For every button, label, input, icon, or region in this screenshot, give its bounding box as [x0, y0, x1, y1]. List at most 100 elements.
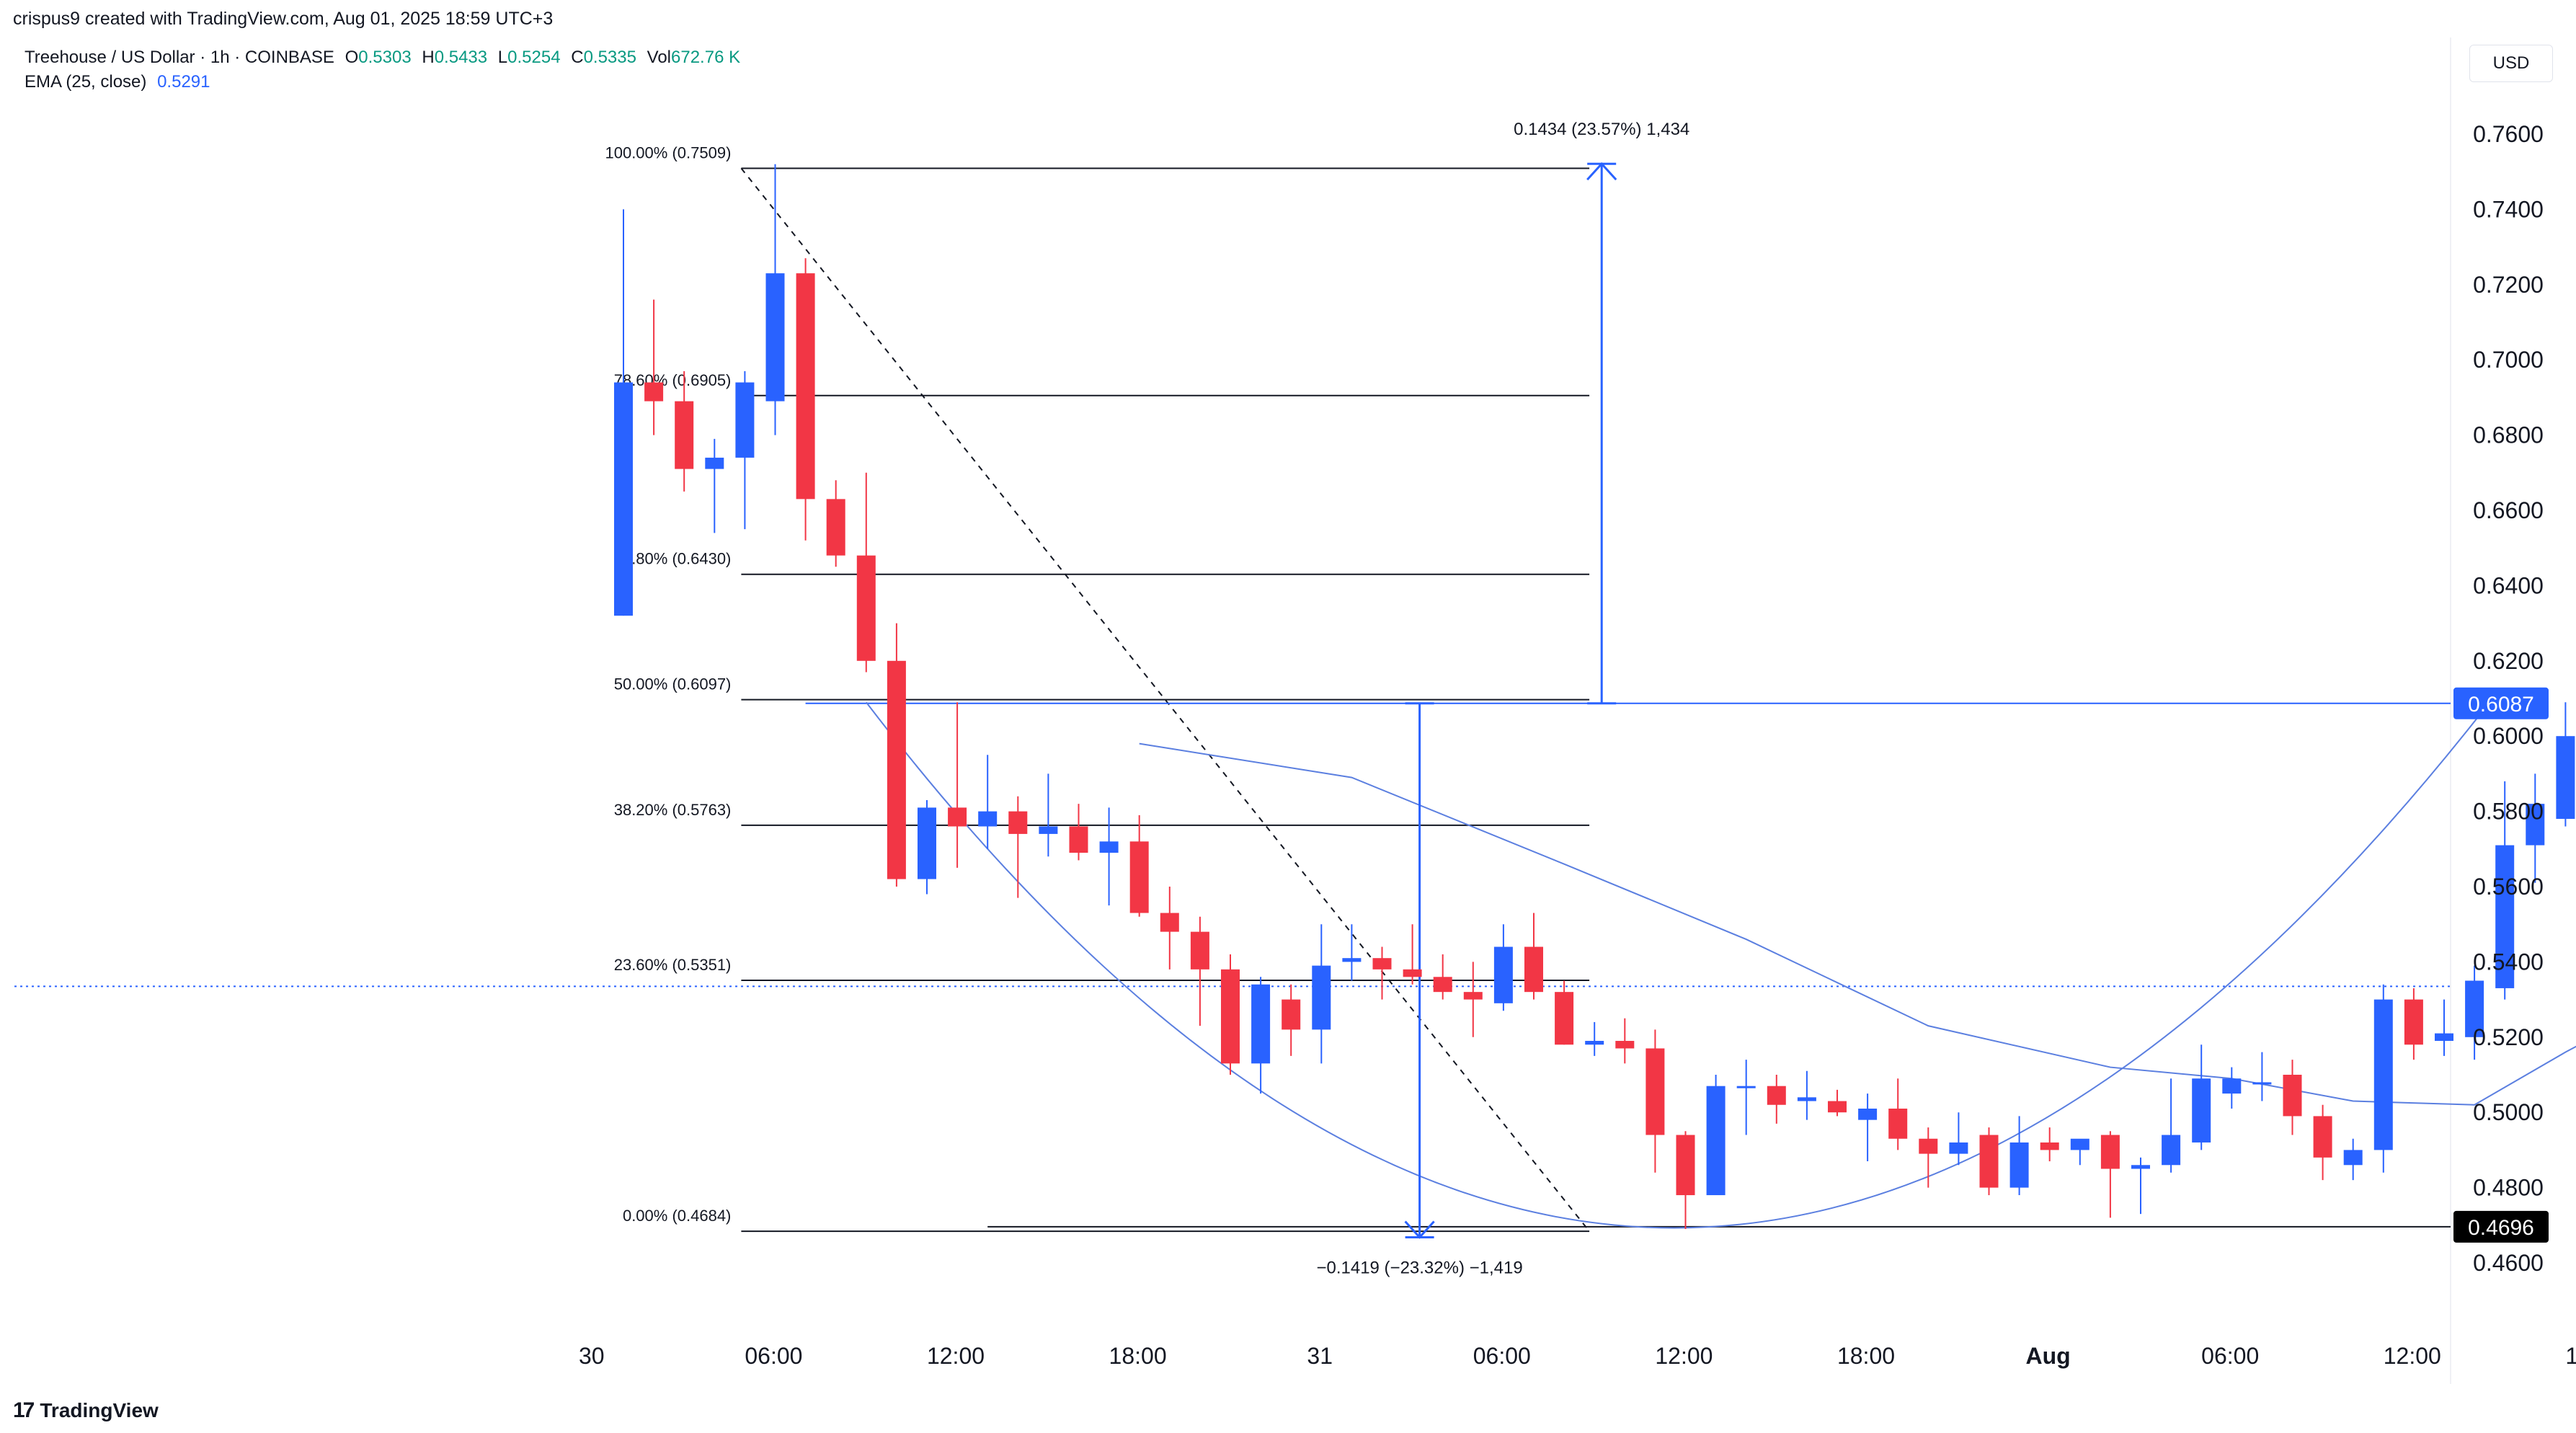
candle-body-29 — [1493, 946, 1513, 1003]
candle-body-59 — [2404, 999, 2423, 1045]
candle-body-21 — [1251, 984, 1271, 1064]
y-tick-label-15: 0.4600 — [2473, 1250, 2544, 1276]
ema-line — [1139, 742, 2576, 1106]
tradingview-logo-icon: 17 — [13, 1398, 35, 1422]
candle-body-5 — [765, 273, 785, 401]
chart-background — [14, 37, 2474, 1385]
x-tick-label-2: 12:00 — [927, 1343, 985, 1369]
candle-body-3 — [705, 457, 724, 469]
y-tick-label-6: 0.6400 — [2473, 572, 2544, 598]
y-tick-label-3: 0.7000 — [2473, 347, 2544, 373]
tradingview-logo[interactable]: 17 TradingView — [13, 1398, 159, 1423]
candle-body-0 — [614, 382, 633, 616]
candle-body-24 — [1342, 958, 1362, 962]
fib-level-label-0: 100.00% (0.7509) — [605, 144, 731, 162]
candle-body-20 — [1221, 969, 1240, 1064]
y-tick-label-13: 0.5000 — [2473, 1099, 2544, 1125]
y-tick-label-8: 0.6000 — [2473, 723, 2544, 749]
candle-body-51 — [2162, 1135, 2181, 1166]
candle-body-55 — [2283, 1075, 2302, 1117]
candle-body-33 — [1615, 1041, 1635, 1049]
y-tick-label-0: 0.7600 — [2473, 121, 2544, 147]
price-badge-label-1: 0.4696 — [2468, 1216, 2534, 1240]
candle-body-54 — [2252, 1082, 2272, 1085]
ohlc-close: C0.5335 — [571, 48, 636, 67]
candle-body-62 — [2495, 845, 2515, 988]
candle-body-9 — [887, 660, 906, 879]
candles-layer — [614, 164, 2575, 1230]
candle-body-28 — [1463, 992, 1483, 1000]
candle-body-25 — [1372, 958, 1392, 970]
ohlc-low: L0.5254 — [497, 48, 561, 67]
y-tick-label-5: 0.6600 — [2473, 497, 2544, 523]
candle-body-46 — [2009, 1142, 2029, 1188]
candle-body-53 — [2222, 1078, 2242, 1094]
candle-body-49 — [2100, 1135, 2120, 1169]
ohlc-high: H0.5433 — [422, 48, 488, 67]
candle-body-10 — [918, 807, 936, 879]
x-tick-label-3: 18:00 — [1109, 1343, 1167, 1369]
candle-body-31 — [1555, 992, 1574, 1045]
candle-body-23 — [1312, 965, 1331, 1030]
x-tick-label-9: 06:00 — [2201, 1343, 2259, 1369]
cup-curve — [866, 701, 2490, 1229]
x-tick-label-10: 12:00 — [2384, 1343, 2441, 1369]
candle-body-36 — [1706, 1086, 1726, 1196]
x-axis[interactable]: 30 06:00 12:00 18:00 31 06:00 12:00 18:00 Aug 06:… — [579, 1343, 2576, 1369]
candle-body-57 — [2343, 1150, 2363, 1166]
candle-body-1 — [644, 382, 664, 401]
fib-trend-line — [740, 167, 1590, 1232]
x-tick-label-0: 30 — [579, 1343, 605, 1369]
candle-body-22 — [1282, 999, 1301, 1030]
fib-level-label-1: 78.60% (0.6905) — [614, 371, 732, 389]
candle-body-7 — [826, 499, 845, 556]
candle-body-19 — [1190, 931, 1209, 970]
x-tick-label-11: 18:00 — [2565, 1343, 2576, 1369]
candle-body-6 — [796, 273, 815, 500]
candle-body-45 — [1979, 1135, 1999, 1188]
x-tick-label-8: Aug — [2025, 1343, 2070, 1369]
y-tick-label-14: 0.4800 — [2473, 1175, 2544, 1201]
ema-label: EMA (25, close) — [25, 72, 147, 92]
candle-body-37 — [1736, 1086, 1756, 1088]
candle-body-48 — [2070, 1138, 2089, 1150]
y-tick-label-1: 0.7400 — [2473, 196, 2544, 222]
x-tick-label-1: 06:00 — [745, 1343, 802, 1369]
candle-body-16 — [1099, 841, 1119, 853]
candle-body-50 — [2131, 1165, 2150, 1169]
candle-body-17 — [1129, 841, 1149, 913]
candle-body-52 — [2192, 1078, 2211, 1143]
candle-body-14 — [1039, 826, 1058, 834]
candle-body-42 — [1888, 1108, 1908, 1139]
candle-body-27 — [1433, 977, 1452, 993]
candle-body-47 — [2040, 1142, 2059, 1150]
ema-legend[interactable]: EMA (25, close) 0.5291 — [25, 72, 216, 92]
candle-body-8 — [856, 555, 876, 661]
top-bar: crispus9 created with TradingView.com, A… — [0, 0, 2576, 37]
candle-body-40 — [1828, 1101, 1847, 1113]
fib-level-label-5: 23.60% (0.5351) — [614, 956, 732, 974]
candle-body-35 — [1676, 1135, 1695, 1196]
fib-level-label-6: 0.00% (0.4684) — [623, 1207, 731, 1225]
candle-body-4 — [735, 382, 755, 458]
candle-body-64 — [2556, 736, 2575, 820]
candle-body-41 — [1858, 1108, 1878, 1120]
fib-level-label-2: 61.80% (0.6430) — [614, 550, 732, 568]
candle-body-32 — [1585, 1041, 1604, 1045]
candle-body-13 — [1008, 811, 1028, 834]
currency-button[interactable]: USD — [2469, 45, 2553, 82]
candle-body-60 — [2435, 1033, 2453, 1042]
candle-body-30 — [1524, 946, 1543, 993]
symbol-title: Treehouse / US Dollar · 1h · COINBASE — [25, 48, 334, 67]
price-badge-1 — [2453, 1210, 2549, 1243]
candle-body-61 — [2465, 980, 2484, 1037]
y-axis[interactable]: 0.6087 0.4696 0.7600 0.7400 0.7200 0.7000 0.68… — [2453, 121, 2549, 1276]
measure-up-label: 0.1434 (23.57%) 1,434 — [1514, 120, 1689, 139]
candle-body-56 — [2313, 1116, 2332, 1158]
ohlc-volume: Vol672.76 K — [647, 48, 741, 67]
symbol-legend[interactable]: Treehouse / US Dollar · 1h · COINBASE O0… — [25, 48, 746, 68]
candle-body-12 — [978, 811, 998, 827]
candle-body-26 — [1403, 969, 1422, 977]
candle-body-58 — [2373, 999, 2393, 1150]
